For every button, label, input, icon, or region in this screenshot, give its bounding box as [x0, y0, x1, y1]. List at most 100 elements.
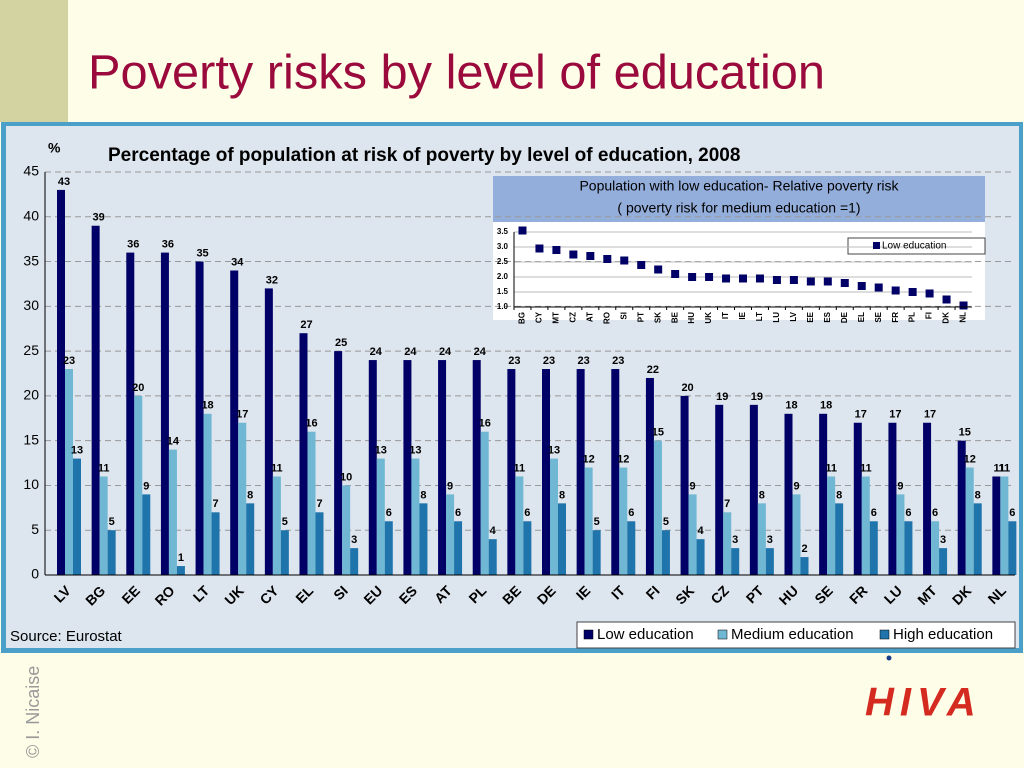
- value-label: 9: [447, 480, 453, 492]
- y-tick-label: 45: [23, 163, 39, 179]
- value-label: 6: [455, 507, 461, 519]
- x-tick-label: SE: [874, 311, 883, 322]
- value-label: 6: [386, 507, 392, 519]
- bar: [765, 548, 774, 575]
- legend-label: Medium education: [731, 626, 854, 643]
- bar: [211, 512, 220, 575]
- value-label: 15: [652, 427, 664, 439]
- x-tick-label: HU: [687, 312, 696, 324]
- value-label: 23: [543, 355, 555, 367]
- value-label: 13: [409, 444, 421, 456]
- bar: [680, 395, 689, 575]
- x-tick-label: BG: [518, 312, 527, 324]
- x-tick-label: FI: [925, 312, 934, 319]
- legend-swatch: [583, 629, 594, 640]
- value-label: 35: [196, 247, 208, 259]
- y-tick-label: 1.5: [497, 287, 509, 296]
- bar: [731, 548, 740, 575]
- marker: [840, 279, 849, 287]
- value-label: 24: [474, 346, 487, 358]
- value-label: 20: [681, 382, 693, 394]
- y-tick-label: 5: [31, 521, 39, 537]
- x-tick-label: EL: [857, 312, 866, 322]
- bar: [869, 521, 878, 575]
- bar: [931, 521, 940, 575]
- bar: [827, 476, 836, 575]
- value-label: 12: [964, 453, 976, 465]
- slide-title: Poverty risks by level of education: [88, 47, 825, 100]
- bar: [696, 539, 705, 575]
- bar: [653, 440, 662, 575]
- bar: [176, 566, 185, 575]
- value-label: 23: [63, 355, 75, 367]
- value-label: 13: [375, 444, 387, 456]
- inset-legend-box: [847, 237, 986, 255]
- x-tick-label: MT: [552, 312, 561, 324]
- marker: [637, 261, 646, 269]
- legend-swatch: [873, 242, 880, 249]
- legend-label: Low education: [882, 241, 947, 252]
- value-label: 23: [508, 355, 520, 367]
- bar: [160, 252, 169, 575]
- bar: [584, 467, 593, 575]
- value-label: 13: [71, 444, 83, 456]
- bar: [142, 494, 151, 575]
- value-label: 18: [820, 400, 832, 412]
- source: Source: Eurostat: [10, 628, 123, 645]
- bar: [973, 503, 982, 575]
- y-tick-label: 3.0: [497, 242, 509, 251]
- value-label: 23: [612, 355, 624, 367]
- marker: [654, 265, 663, 274]
- value-label: 11: [271, 462, 283, 474]
- bar: [896, 494, 905, 575]
- marker: [942, 295, 951, 304]
- marker: [535, 244, 544, 253]
- value-label: 25: [335, 337, 347, 349]
- y-tick-label: 35: [23, 252, 39, 268]
- value-label: 3: [732, 534, 738, 546]
- x-tick-label: AT: [585, 312, 594, 322]
- value-label: 8: [420, 489, 426, 501]
- value-label: 5: [594, 516, 600, 528]
- bar: [446, 494, 455, 575]
- value-label: 6: [932, 507, 938, 519]
- x-tick-label: CY: [535, 311, 544, 323]
- bar: [965, 467, 974, 575]
- value-label: 7: [316, 498, 322, 510]
- value-label: 3: [767, 534, 773, 546]
- value-label: 12: [617, 453, 629, 465]
- value-label: 24: [439, 346, 452, 358]
- marker: [891, 286, 900, 295]
- value-label: 6: [1009, 507, 1015, 519]
- value-label: 6: [628, 507, 634, 519]
- inset-area: [493, 222, 985, 320]
- y-tick-label: 2.0: [497, 272, 509, 281]
- marker: [688, 273, 697, 281]
- value-label: 17: [855, 409, 867, 421]
- x-tick-label: UK: [704, 312, 713, 324]
- x-tick-label: LV: [789, 311, 798, 321]
- x-tick-label: RO: [602, 312, 611, 324]
- marker: [755, 274, 764, 283]
- value-label: 2: [801, 543, 807, 555]
- logo-dot: [886, 655, 892, 661]
- y-tick-label: 30: [23, 297, 39, 313]
- chart-title: Percentage of population at risk of pove…: [108, 145, 740, 166]
- corner-band: [0, 0, 68, 122]
- bar: [523, 521, 532, 575]
- value-label: 36: [162, 239, 174, 251]
- bar: [792, 494, 801, 575]
- bar: [611, 369, 620, 575]
- value-label: 6: [871, 507, 877, 519]
- bar: [350, 548, 359, 575]
- bar: [723, 512, 732, 575]
- bar: [835, 503, 844, 575]
- value-label: 8: [759, 489, 765, 501]
- bar: [438, 360, 447, 575]
- legend-swatch: [879, 629, 890, 640]
- bar: [342, 485, 351, 575]
- marker: [739, 274, 747, 283]
- bar: [1008, 521, 1017, 575]
- bar: [784, 413, 793, 575]
- x-tick-label: PT: [636, 312, 645, 322]
